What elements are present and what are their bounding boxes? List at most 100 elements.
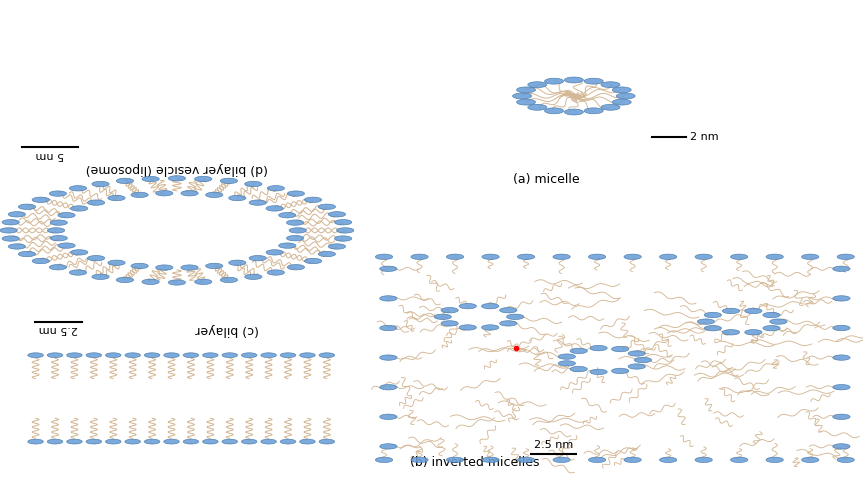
Ellipse shape: [590, 346, 608, 351]
Ellipse shape: [766, 457, 784, 463]
Ellipse shape: [375, 457, 393, 463]
Text: (b) inverted micelles: (b) inverted micelles: [410, 456, 539, 469]
Ellipse shape: [229, 195, 246, 201]
Ellipse shape: [242, 353, 257, 358]
Ellipse shape: [763, 312, 780, 318]
Ellipse shape: [69, 186, 86, 191]
Ellipse shape: [58, 243, 75, 248]
Text: 5 nm: 5 nm: [35, 150, 64, 159]
Ellipse shape: [203, 353, 218, 358]
Ellipse shape: [305, 197, 322, 203]
Ellipse shape: [770, 319, 787, 324]
Ellipse shape: [695, 254, 712, 260]
Ellipse shape: [181, 191, 198, 196]
Ellipse shape: [168, 280, 186, 285]
Ellipse shape: [86, 353, 102, 358]
Ellipse shape: [616, 93, 635, 99]
Ellipse shape: [268, 186, 285, 191]
Ellipse shape: [69, 270, 86, 275]
Ellipse shape: [335, 219, 352, 225]
Ellipse shape: [220, 178, 237, 183]
Ellipse shape: [71, 250, 88, 255]
Ellipse shape: [375, 254, 393, 260]
Ellipse shape: [612, 99, 631, 105]
Ellipse shape: [553, 457, 570, 463]
Ellipse shape: [837, 254, 854, 260]
Ellipse shape: [266, 250, 283, 255]
Ellipse shape: [181, 265, 198, 270]
Ellipse shape: [87, 255, 104, 261]
Ellipse shape: [589, 254, 606, 260]
Ellipse shape: [722, 308, 740, 313]
Ellipse shape: [518, 254, 535, 260]
Ellipse shape: [624, 254, 641, 260]
Ellipse shape: [47, 439, 63, 444]
Ellipse shape: [108, 195, 125, 201]
Ellipse shape: [802, 457, 819, 463]
Ellipse shape: [32, 258, 49, 264]
Ellipse shape: [507, 314, 524, 320]
Ellipse shape: [612, 368, 629, 373]
Ellipse shape: [545, 78, 564, 84]
Ellipse shape: [584, 78, 603, 84]
Ellipse shape: [91, 274, 109, 279]
Ellipse shape: [695, 457, 712, 463]
Ellipse shape: [249, 255, 267, 261]
Ellipse shape: [125, 439, 141, 444]
Ellipse shape: [9, 244, 26, 249]
Ellipse shape: [305, 258, 322, 264]
Ellipse shape: [205, 263, 223, 269]
Ellipse shape: [601, 82, 620, 88]
Ellipse shape: [434, 314, 451, 320]
Ellipse shape: [245, 181, 262, 187]
Ellipse shape: [289, 228, 306, 233]
Ellipse shape: [50, 236, 67, 241]
Ellipse shape: [731, 457, 748, 463]
Ellipse shape: [58, 213, 75, 218]
Ellipse shape: [203, 439, 218, 444]
Ellipse shape: [459, 325, 476, 330]
Ellipse shape: [242, 439, 257, 444]
Ellipse shape: [659, 254, 677, 260]
Ellipse shape: [2, 236, 19, 241]
Ellipse shape: [528, 104, 547, 110]
Ellipse shape: [287, 191, 305, 196]
Ellipse shape: [833, 355, 850, 360]
Text: (c) bilayer: (c) bilayer: [195, 323, 259, 336]
Ellipse shape: [411, 254, 428, 260]
Ellipse shape: [142, 279, 159, 285]
Ellipse shape: [28, 439, 43, 444]
Ellipse shape: [446, 254, 463, 260]
Ellipse shape: [18, 204, 35, 209]
Ellipse shape: [763, 325, 780, 331]
Ellipse shape: [108, 260, 125, 265]
Text: (a) micelle: (a) micelle: [513, 173, 580, 186]
Ellipse shape: [249, 200, 267, 205]
Ellipse shape: [441, 321, 458, 326]
Ellipse shape: [500, 321, 517, 326]
Ellipse shape: [287, 220, 304, 225]
Ellipse shape: [220, 277, 237, 283]
Ellipse shape: [731, 254, 748, 260]
Ellipse shape: [318, 252, 336, 257]
Ellipse shape: [380, 444, 397, 449]
Ellipse shape: [337, 228, 354, 233]
Ellipse shape: [380, 266, 397, 272]
Ellipse shape: [47, 353, 63, 358]
Ellipse shape: [517, 87, 536, 93]
Ellipse shape: [528, 82, 547, 88]
Ellipse shape: [612, 87, 631, 93]
Ellipse shape: [584, 108, 603, 114]
Ellipse shape: [9, 212, 26, 217]
Ellipse shape: [266, 206, 283, 211]
Ellipse shape: [105, 353, 121, 358]
Ellipse shape: [704, 325, 721, 331]
Ellipse shape: [261, 439, 276, 444]
Ellipse shape: [131, 263, 148, 269]
Ellipse shape: [833, 266, 850, 272]
Ellipse shape: [280, 353, 296, 358]
Ellipse shape: [66, 353, 82, 358]
Ellipse shape: [766, 254, 784, 260]
Ellipse shape: [164, 439, 180, 444]
Ellipse shape: [612, 347, 629, 352]
